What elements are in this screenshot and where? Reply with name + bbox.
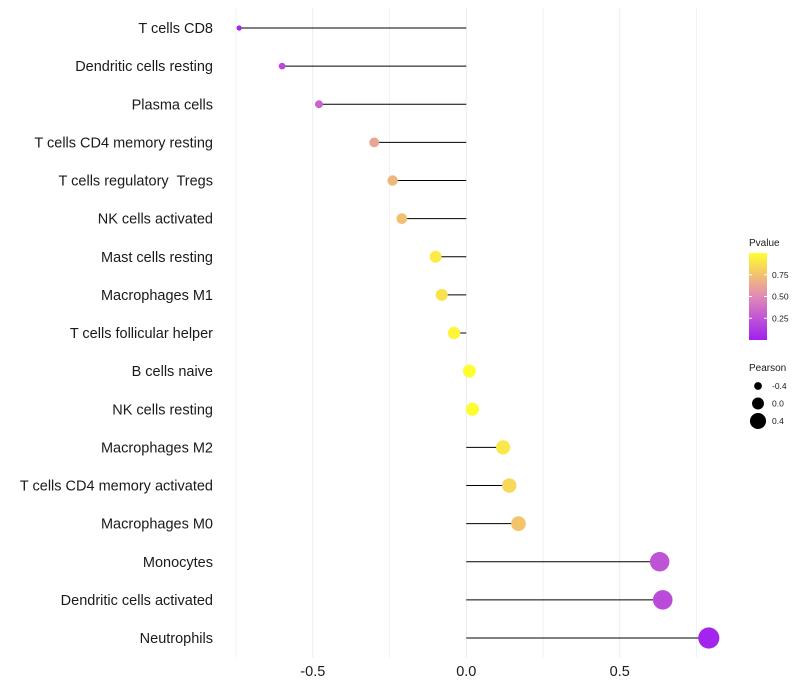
pvalue-legend-label: 0.75 — [772, 270, 789, 280]
data-point — [435, 288, 448, 301]
pearson-legend-dot — [749, 412, 767, 430]
data-point — [462, 364, 476, 378]
category-label: Monocytes — [143, 555, 213, 571]
category-label: T cells follicular helper — [70, 326, 213, 342]
data-point — [511, 516, 526, 531]
data-point — [496, 440, 511, 455]
data-point — [652, 590, 673, 610]
pvalue-legend-title: Pvalue — [749, 238, 780, 249]
data-point — [396, 213, 408, 224]
data-point — [236, 25, 242, 31]
x-tick-label: 0.0 — [456, 664, 476, 680]
data-point — [698, 627, 720, 649]
stem-segments — [239, 27, 709, 639]
pvalue-legend-label: 0.50 — [772, 292, 789, 302]
category-label: Macrophages M1 — [101, 288, 213, 304]
data-point — [502, 478, 517, 493]
category-label: T cells CD8 — [138, 21, 213, 37]
pvalue-legend-label: 0.25 — [772, 313, 789, 323]
category-label: Plasma cells — [132, 97, 213, 113]
pvalue-colorbar — [749, 253, 767, 340]
category-label: T cells regulatory Tregs — [59, 174, 213, 190]
category-label: Macrophages M0 — [101, 517, 213, 533]
pearson-legend-dot — [754, 382, 762, 390]
data-point — [429, 250, 442, 263]
data-point — [465, 402, 479, 416]
data-point — [314, 100, 323, 109]
category-label: Dendritic cells resting — [75, 59, 213, 75]
category-label: Mast cells resting — [101, 250, 213, 266]
category-label: B cells naive — [132, 364, 213, 380]
category-label: NK cells resting — [112, 402, 213, 418]
data-points — [236, 25, 720, 649]
pearson-legend-dot — [752, 397, 764, 410]
data-point — [369, 137, 380, 148]
category-labels: T cells CD8 Dendritic cells resting Plasma… — [20, 21, 213, 647]
pearson-legend-label: 0.0 — [772, 399, 784, 409]
data-point — [278, 62, 286, 70]
pvalue-legend-ticks: 0.75 0.50 0.25 — [749, 270, 789, 323]
pearson-legend-label: 0.4 — [772, 416, 784, 426]
category-label: NK cells activated — [98, 212, 213, 228]
data-point — [447, 326, 461, 340]
pvalue-legend: Pvalue 0.75 0.50 0.25 — [749, 238, 789, 340]
pearson-legend-keys: -0.4 0.0 0.4 — [749, 381, 787, 430]
category-label: T cells CD4 memory resting — [34, 135, 213, 151]
data-point — [649, 552, 670, 572]
pearson-legend-title: Pearson — [749, 363, 786, 374]
x-axis-ticks: -0.5 0.0 0.5 — [300, 664, 630, 680]
x-tick-label: 0.5 — [610, 664, 630, 680]
category-label: Macrophages M2 — [101, 440, 213, 456]
category-label: Neutrophils — [140, 631, 213, 647]
pearson-legend: Pearson -0.4 0.0 0.4 — [749, 363, 787, 430]
pearson-legend-label: -0.4 — [772, 381, 787, 391]
x-tick-label: -0.5 — [300, 664, 325, 680]
category-label: Dendritic cells activated — [61, 593, 213, 609]
data-point — [387, 175, 398, 186]
category-label: T cells CD4 memory activated — [20, 479, 213, 495]
